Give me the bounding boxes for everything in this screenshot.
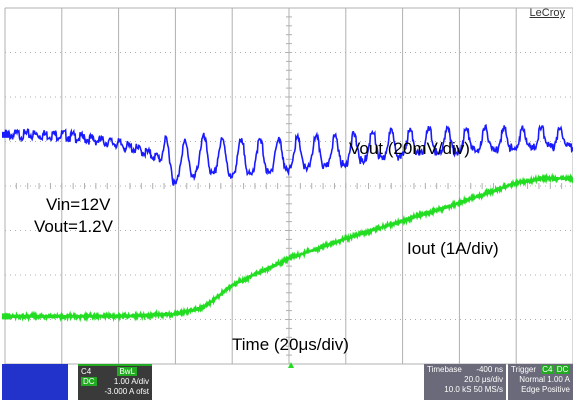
iout-channel-marker-icon	[2, 313, 10, 320]
ch4-volts-per-div: 1.00 A/div	[113, 377, 149, 386]
vout-trace	[4, 123, 573, 186]
ch4-badge-bwl: BwL	[117, 367, 138, 376]
trigger-type: Edge Positive	[521, 385, 570, 394]
vin-label: Vin=12V	[46, 195, 111, 214]
trigger-marker-icon	[288, 362, 294, 368]
vout-setpoint-label: Vout=1.2V	[34, 217, 113, 236]
trigger-badge-dc: DC	[555, 365, 570, 374]
vout-scale-label: Vout (20mV/div)	[349, 139, 470, 158]
timebase-sample: 10.0 kS 50 MS/s	[444, 385, 503, 394]
time-scale-label: Time (20μs/div)	[232, 335, 349, 354]
iout-trace	[4, 172, 573, 323]
ch4-offset: -3.000 A ofst	[104, 387, 149, 396]
trigger-mode: Normal 1.00 A	[519, 375, 570, 384]
iout-scale-label: Iout (1A/div)	[407, 239, 499, 258]
brand-logo: LeCroy	[529, 7, 565, 19]
ch4-badge-dc: DC	[81, 377, 97, 386]
traces	[2, 123, 573, 323]
ch-blue-panel[interactable]	[2, 364, 68, 400]
timebase-title: Timebase	[427, 365, 462, 374]
timebase-offset: -400 ns	[476, 365, 503, 374]
trigger-title: Trigger	[511, 365, 537, 374]
ch4-panel[interactable]: C4 BwL DC 1.00 A/div -3.000 A ofst	[78, 364, 152, 400]
ch4-title: C4	[81, 367, 92, 376]
timebase-per-div: 20.0 μs/div	[464, 375, 503, 384]
timebase-panel[interactable]: Timebase -400 ns 20.0 μs/div 10.0 kS 50 …	[424, 364, 506, 400]
vout-channel-marker-icon	[2, 131, 10, 138]
trigger-panel[interactable]: Trigger C4 DC Normal 1.00 A Edge Positiv…	[508, 364, 573, 400]
trigger-badge-c4: C4	[541, 365, 554, 374]
